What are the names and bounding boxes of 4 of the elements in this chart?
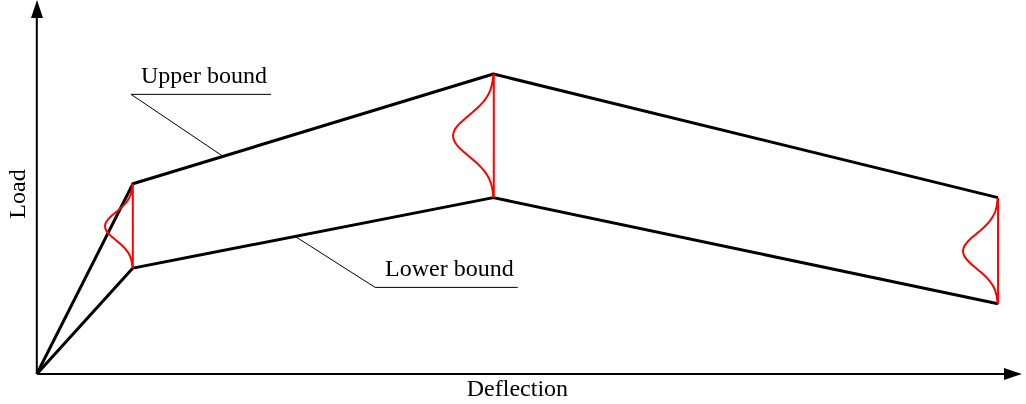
text: Upper bound	[141, 61, 268, 88]
y-axis-title: Load	[3, 169, 30, 219]
legend-label: Lower bound	[385, 254, 514, 281]
x-axis-title: Deflection	[466, 374, 569, 401]
